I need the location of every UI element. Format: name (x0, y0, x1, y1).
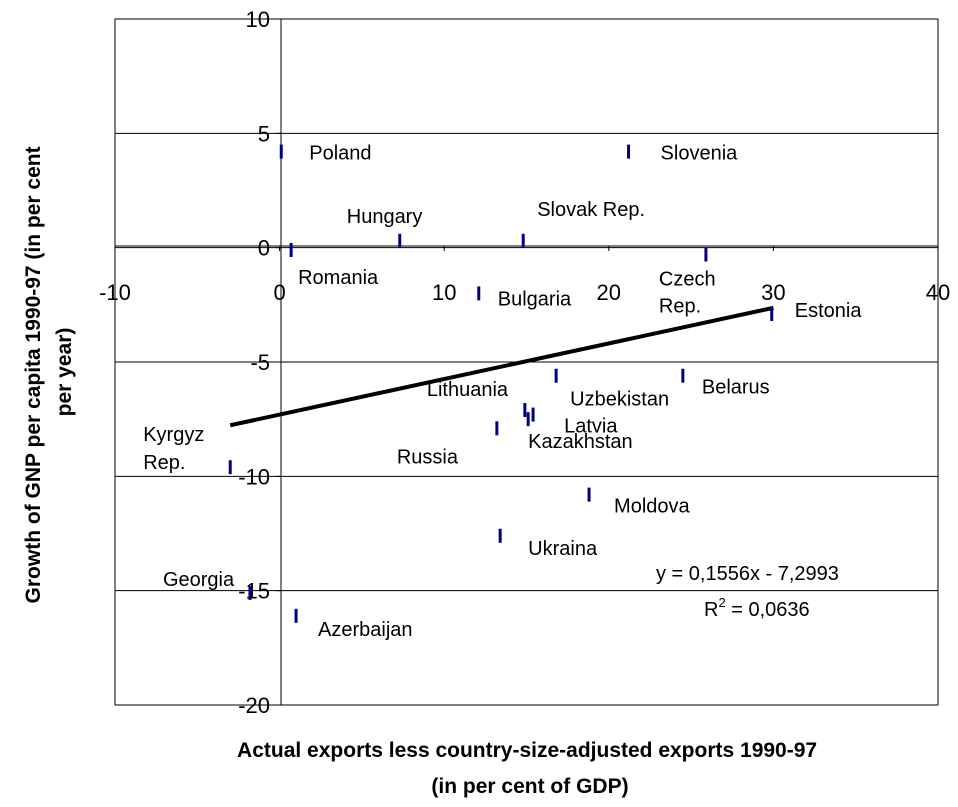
x-tick-label: 0 (273, 280, 285, 305)
data-point (495, 421, 499, 436)
y-tick-label: -15 (238, 579, 270, 604)
data-point (228, 460, 232, 475)
data-point (627, 144, 631, 159)
x-tick-label: 20 (597, 280, 621, 305)
data-point (770, 306, 774, 321)
data-points (228, 144, 774, 623)
y-tick-label: -10 (238, 464, 270, 489)
data-point (398, 233, 402, 248)
point-label: Bulgaria (498, 288, 572, 310)
point-label: Moldova (614, 496, 690, 518)
data-point (279, 144, 283, 159)
point-label: Estonia (795, 300, 863, 322)
axes (114, 18, 939, 706)
x-tick-label: 40 (926, 280, 950, 305)
data-point (523, 403, 527, 418)
point-label: Uzbekistan (570, 389, 669, 411)
data-point (289, 242, 293, 257)
point-label: Latvia (564, 416, 618, 438)
point-label: Hungary (347, 206, 423, 228)
data-point (498, 528, 502, 543)
point-label: Poland (309, 143, 371, 165)
point-label: Slovenia (661, 143, 739, 165)
data-point (248, 585, 252, 600)
r-squared: R2 = 0,0636 (704, 595, 810, 621)
gridlines (115, 18, 938, 706)
data-point (521, 233, 525, 248)
point-label: Ukraina (528, 538, 598, 560)
point-label: Lithuania (427, 379, 509, 401)
point-labels: Poland Slovenia Hungary Slovak Rep. Romania C… (143, 143, 862, 641)
point-label: Slovak Rep. (537, 199, 645, 221)
point-label: Belarus (702, 377, 770, 399)
x-tick-label: 10 (432, 280, 456, 305)
point-label: Russia (397, 446, 459, 468)
point-label: Kyrgyz Rep. (143, 424, 204, 474)
trendline-group (229, 305, 774, 428)
data-point (587, 487, 591, 502)
x-tick-labels: -10 0 10 20 30 40 (99, 280, 950, 305)
y-tick-label: -5 (250, 350, 270, 375)
y-tick-labels: 10 5 0 -5 -10 -15 -20 (238, 7, 270, 718)
data-point (526, 412, 530, 427)
y-tick-label: 10 (246, 7, 270, 32)
trendline-equation: y = 0,1556x - 7,2993 (656, 563, 839, 585)
x-tick-label: 30 (761, 280, 785, 305)
x-axis-title: Actual exports less country-size-adjuste… (237, 739, 823, 798)
data-point (554, 368, 558, 383)
point-label: Romania (298, 267, 379, 289)
point-label: Georgia (163, 569, 235, 591)
y-tick-label: 0 (258, 236, 270, 261)
y-axis-title: Growth of GNP per capita 1990-97 (in per… (22, 141, 76, 604)
y-tick-label: 5 (258, 121, 270, 146)
point-label: Azerbaijan (318, 619, 413, 641)
data-point (294, 608, 298, 623)
point-label: Czech Rep. (659, 269, 716, 318)
y-tick-label: -20 (238, 693, 270, 718)
data-point (704, 247, 708, 262)
data-point (477, 286, 481, 301)
x-tick-label: -10 (99, 280, 131, 305)
data-point (681, 368, 685, 383)
point-label: Kazakhstan (528, 431, 633, 453)
data-point (531, 407, 535, 422)
trendline (229, 305, 774, 428)
